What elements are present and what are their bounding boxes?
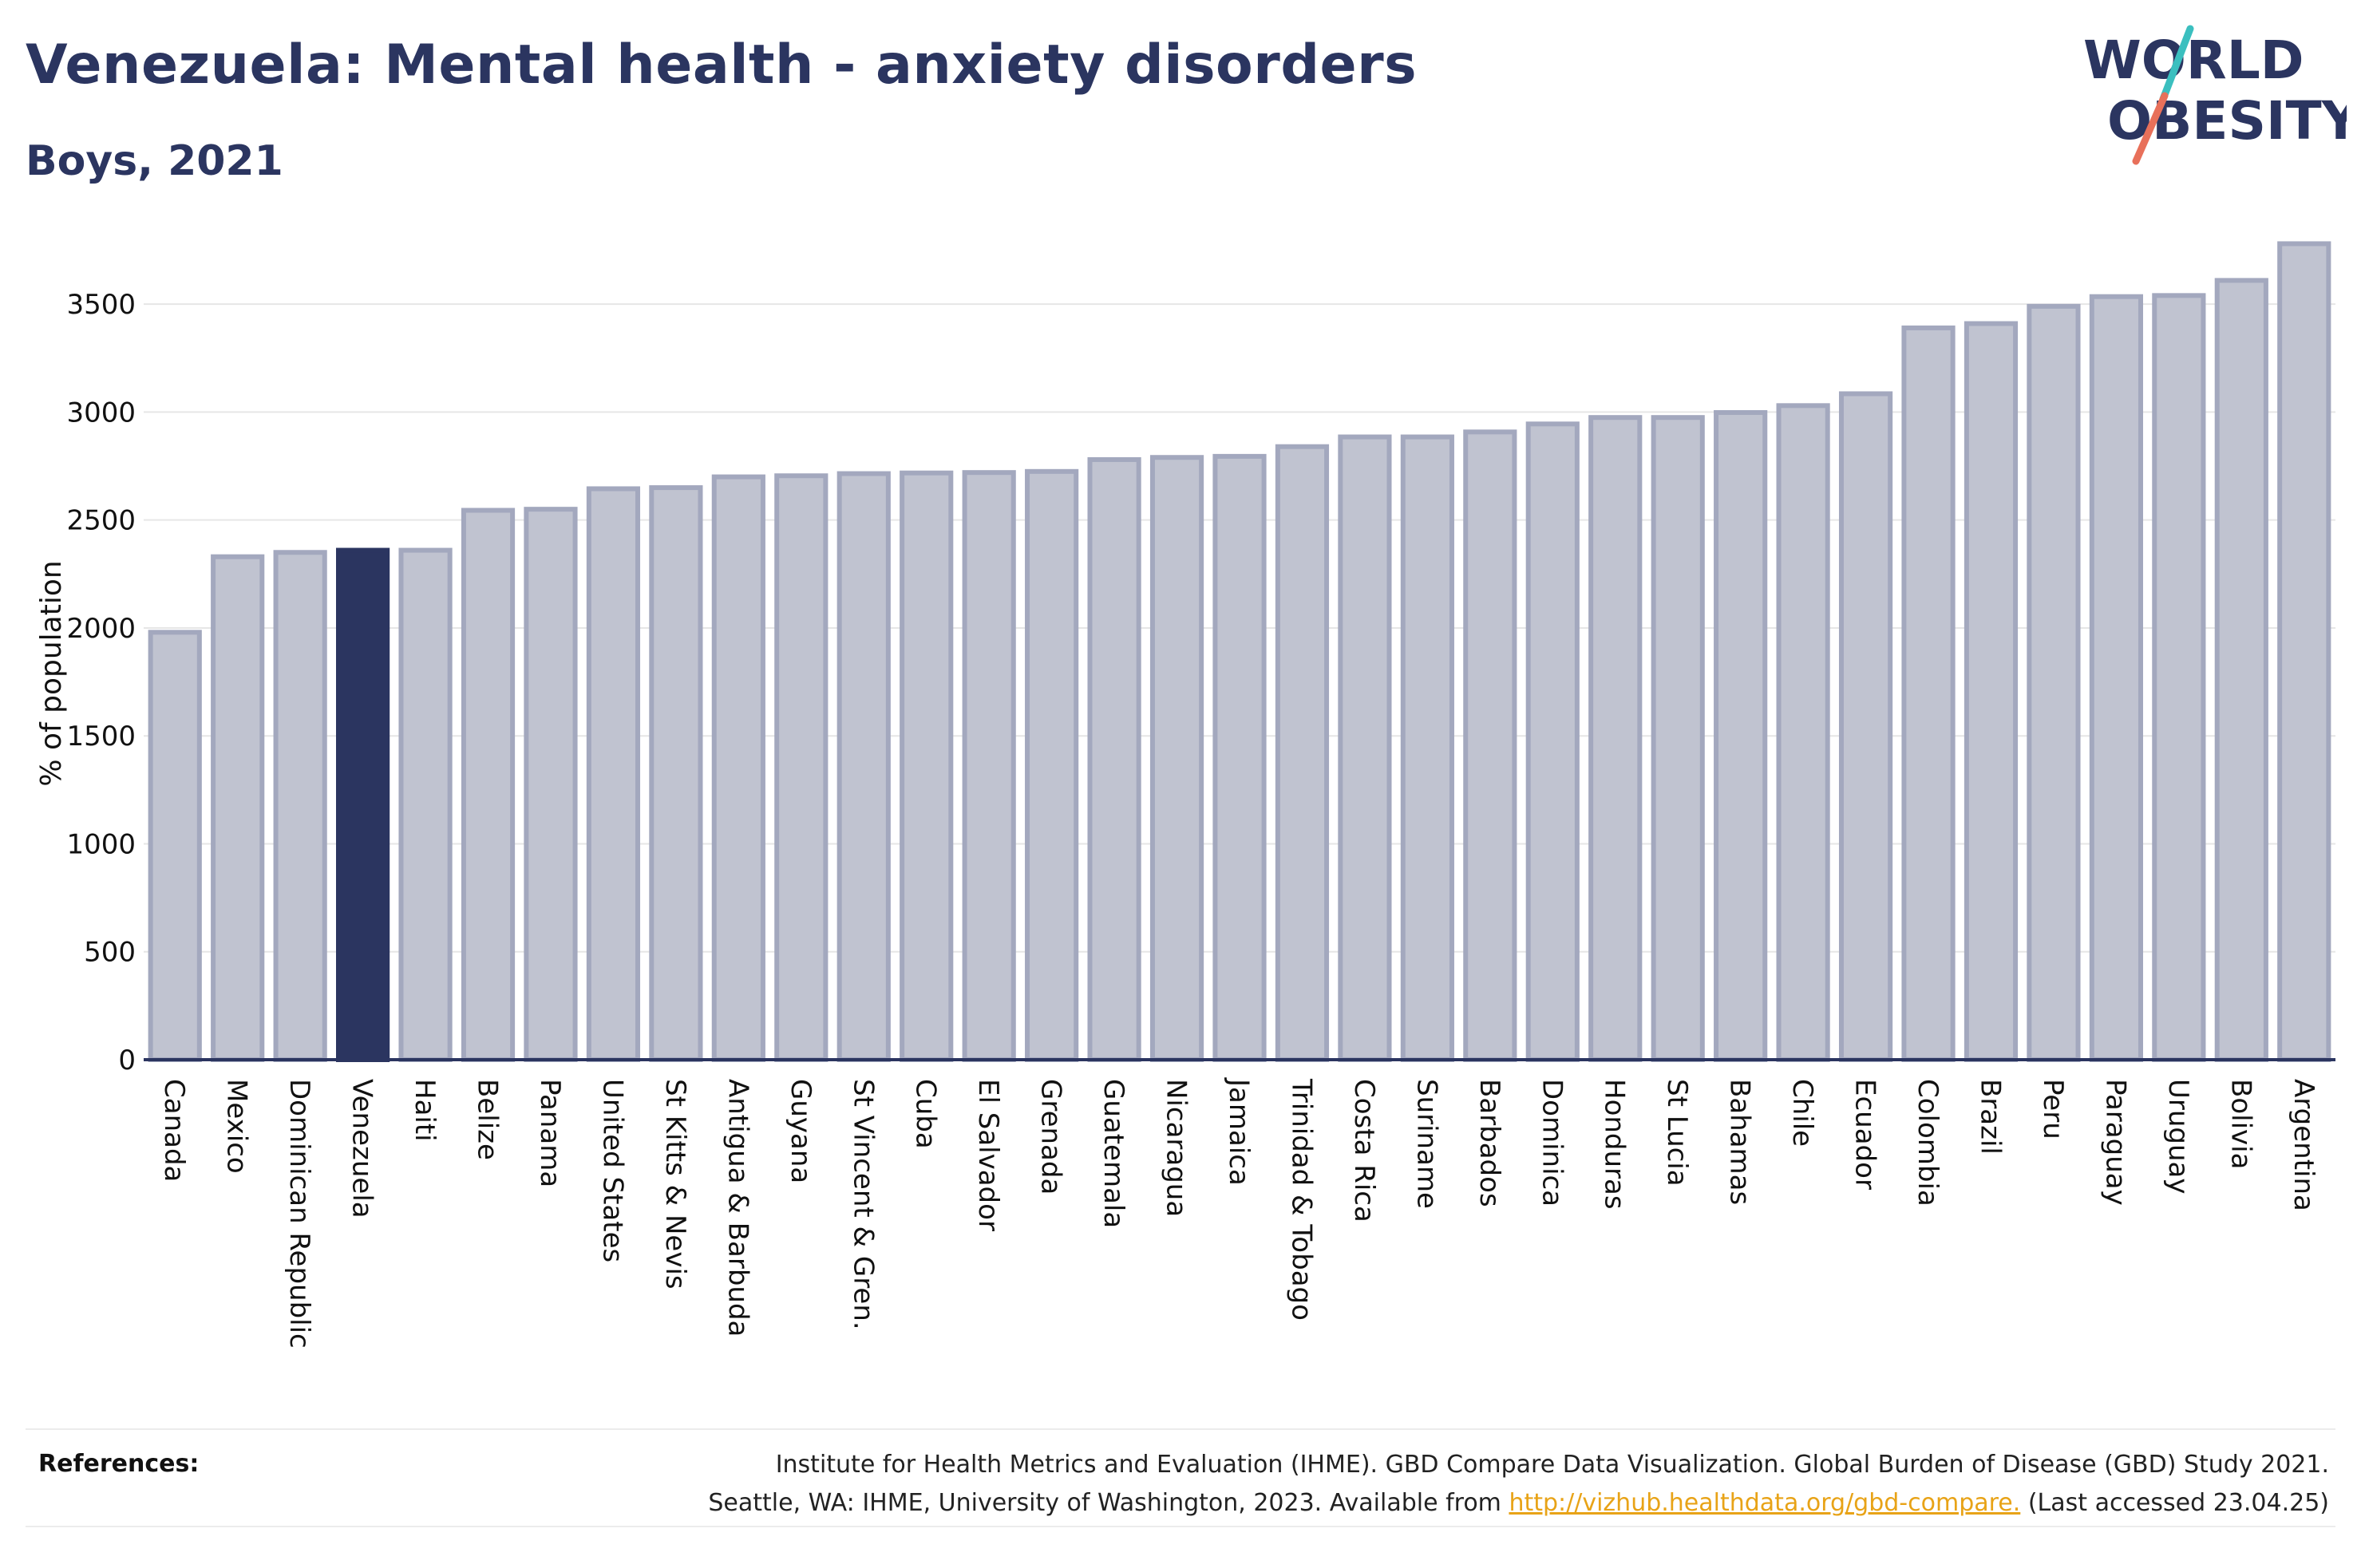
- y-axis: 0 500 1000 1500 2000 2500 3000 3500: [66, 289, 136, 1076]
- x-tick-label: Peru: [2037, 1079, 2069, 1139]
- world-obesity-logo: WORLD OBESITY: [2083, 25, 2347, 165]
- bar: [1275, 444, 1330, 1062]
- references-link[interactable]: http://vizhub.healthdata.org/gbd-compare…: [1509, 1489, 2021, 1517]
- bar: [148, 630, 202, 1062]
- x-axis-labels: Canada Mexico Dominican Republic Venezuela H…: [158, 1077, 2319, 1349]
- y-tick-label: 1500: [66, 721, 136, 752]
- x-tick-label: Trinidad & Tobago: [1285, 1078, 1317, 1321]
- bar: [1776, 403, 1830, 1063]
- y-tick-label: 3500: [66, 289, 136, 321]
- bar: [1025, 468, 1079, 1062]
- x-tick-label: Jamaica: [1223, 1077, 1255, 1186]
- x-tick-label: Argentina: [2288, 1079, 2319, 1211]
- bar: [1588, 415, 1643, 1062]
- references-bottom-divider: [26, 1526, 2335, 1527]
- bar: [586, 486, 641, 1062]
- bar: [1212, 453, 1267, 1062]
- bar: [900, 470, 954, 1062]
- bar: [1149, 455, 1204, 1062]
- bar: [1463, 429, 1517, 1062]
- references-top-divider: [26, 1428, 2335, 1430]
- y-tick-label: 500: [84, 937, 136, 969]
- y-tick-label: 3000: [66, 397, 136, 429]
- x-tick-label: Dominican Republic: [283, 1079, 315, 1349]
- bar: [649, 485, 703, 1062]
- x-tick-label: Canada: [158, 1079, 190, 1182]
- x-tick-label: Cuba: [910, 1079, 942, 1149]
- y-tick-label: 0: [118, 1045, 136, 1076]
- chart-title: Venezuela: Mental health - anxiety disor…: [26, 34, 1418, 97]
- x-tick-label: United States: [596, 1079, 628, 1262]
- x-tick-label: Costa Rica: [1348, 1079, 1380, 1222]
- bar: [1651, 415, 1705, 1062]
- bar: [1901, 325, 1956, 1063]
- bar: [1525, 421, 1580, 1062]
- x-tick-label: Grenada: [1035, 1079, 1067, 1195]
- references-line-1: Institute for Health Metrics and Evaluat…: [775, 1451, 2329, 1479]
- logo-slash-top: [2159, 25, 2194, 103]
- bar: [461, 508, 516, 1062]
- bars: [148, 241, 2331, 1063]
- references-line-2-suffix: (Last accessed 23.04.25): [2020, 1489, 2329, 1517]
- bar-highlight: [336, 547, 390, 1062]
- x-tick-label: St Vincent & Gren.: [847, 1079, 879, 1330]
- x-tick-label: Ecuador: [1849, 1079, 1881, 1190]
- x-tick-label: Nicaragua: [1161, 1079, 1192, 1217]
- bar-chart: 0 500 1000 1500 2000 2500 3000 3500 Canada Mexic…: [35, 241, 2335, 1349]
- x-tick-label: Venezuela: [346, 1079, 378, 1218]
- x-tick-label: Antigua & Barbuda: [722, 1079, 753, 1337]
- bar: [962, 470, 1016, 1062]
- bar: [774, 473, 829, 1062]
- x-tick-label: Guatemala: [1097, 1079, 1129, 1228]
- x-tick-label: El Salvador: [972, 1079, 1004, 1231]
- x-tick-label: Paraguay: [2099, 1079, 2131, 1206]
- bar: [2152, 293, 2206, 1062]
- x-tick-label: Guyana: [785, 1079, 817, 1183]
- x-tick-label: Suriname: [1410, 1079, 1442, 1209]
- bar: [1964, 321, 2019, 1062]
- x-tick-label: Chile: [1786, 1079, 1818, 1147]
- x-tick-label: Colombia: [1912, 1079, 1944, 1207]
- x-tick-label: Belize: [472, 1079, 504, 1160]
- bar: [211, 554, 265, 1062]
- references-label: References:: [38, 1450, 200, 1478]
- logo-text-world: WORLD: [2083, 30, 2304, 91]
- bar: [836, 471, 891, 1062]
- x-tick-label: Mexico: [221, 1079, 253, 1174]
- bar: [1838, 391, 1893, 1062]
- chart-subtitle: Boys, 2021: [26, 137, 283, 185]
- x-tick-label: Bolivia: [2225, 1079, 2256, 1169]
- bar: [711, 474, 765, 1062]
- bar: [1400, 434, 1454, 1062]
- bar: [1087, 456, 1141, 1062]
- x-tick-label: Barbados: [1473, 1079, 1505, 1207]
- x-tick-label: Uruguay: [2162, 1079, 2194, 1195]
- x-tick-label: Brazil: [1974, 1079, 2006, 1155]
- bar: [273, 550, 327, 1062]
- references-text: Institute for Health Metrics and Evaluat…: [708, 1446, 2329, 1523]
- x-tick-label: St Kitts & Nevis: [659, 1079, 691, 1290]
- x-tick-label: Panama: [534, 1079, 566, 1187]
- references-line-2: Seattle, WA: IHME, University of Washing…: [708, 1484, 2329, 1523]
- x-tick-label: Dominica: [1536, 1079, 1568, 1207]
- bar: [2214, 278, 2268, 1062]
- bar: [1338, 434, 1392, 1062]
- y-tick-label: 2000: [66, 613, 136, 645]
- logo-slash-bottom: [2132, 92, 2169, 165]
- x-tick-label: Haiti: [409, 1079, 441, 1142]
- bar: [2089, 294, 2143, 1063]
- x-tick-label: Bahamas: [1724, 1079, 1756, 1205]
- x-tick-label: Honduras: [1599, 1079, 1631, 1210]
- bar: [398, 547, 453, 1062]
- references-line-2-prefix: Seattle, WA: IHME, University of Washing…: [708, 1489, 1509, 1517]
- bar: [2027, 303, 2081, 1062]
- bar: [2277, 241, 2331, 1062]
- x-tick-label: St Lucia: [1661, 1079, 1693, 1187]
- y-tick-label: 2500: [66, 505, 136, 537]
- bar: [1714, 409, 1768, 1062]
- y-tick-label: 1000: [66, 828, 136, 860]
- bar: [524, 507, 578, 1062]
- y-axis-title: % of population: [35, 560, 68, 786]
